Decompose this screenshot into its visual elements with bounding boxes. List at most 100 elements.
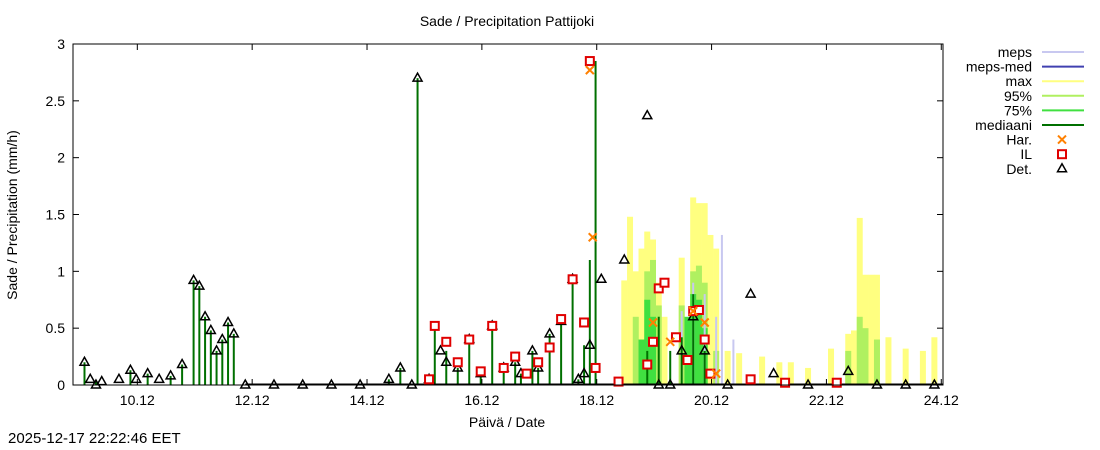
plot-background	[73, 44, 943, 385]
bar-75%	[695, 299, 702, 385]
y-tick-label: 2.5	[46, 93, 66, 109]
det-point	[354, 378, 366, 389]
bar-max	[850, 330, 857, 385]
y-tick-label: 3	[57, 36, 65, 52]
legend-label: Har.	[1006, 132, 1032, 148]
det-point	[124, 363, 137, 374]
legend-label: meps	[998, 44, 1032, 60]
det-point	[440, 355, 453, 367]
har-point	[587, 232, 598, 242]
bar-meps	[715, 316, 718, 385]
har-point	[688, 306, 698, 316]
det-point	[268, 378, 280, 389]
det-point	[406, 378, 418, 389]
det-point	[199, 310, 211, 321]
axes: 0 0.5 1 1.5 2 2.5 3 10.12 12.12 14.12 16.12 18.12 20…	[46, 36, 959, 408]
il-point	[653, 283, 664, 294]
il-point	[579, 317, 590, 328]
det-point	[394, 361, 407, 372]
det-point	[164, 369, 177, 380]
det-point	[411, 71, 424, 82]
il-point	[567, 274, 578, 285]
legend-label: max	[1006, 73, 1032, 89]
det-point	[842, 364, 855, 376]
il-point	[544, 342, 555, 353]
har-point	[648, 317, 658, 328]
det-point	[130, 372, 142, 384]
har-point	[665, 337, 675, 347]
cross-stroke	[1057, 134, 1067, 145]
il-point	[510, 351, 521, 362]
il-point	[780, 377, 791, 388]
x-axis-label: Päivä / Date	[469, 414, 545, 430]
det-point	[434, 344, 447, 355]
det-point	[871, 378, 883, 389]
bar-max	[638, 248, 645, 385]
legend-label: 95%	[1004, 88, 1032, 104]
det-point	[641, 109, 654, 120]
det-point	[928, 378, 941, 389]
bar-meps	[720, 234, 723, 385]
y-tick-label: 1.5	[46, 207, 66, 223]
il-point	[705, 368, 716, 379]
il-point	[475, 366, 486, 377]
det-point	[383, 372, 395, 384]
bar-75%	[638, 339, 645, 385]
det-point	[744, 287, 757, 298]
cross-stroke	[665, 337, 675, 347]
il-point	[533, 357, 544, 368]
det-point	[698, 344, 711, 355]
det-point	[296, 378, 309, 389]
det-point	[652, 378, 665, 389]
il-point	[441, 336, 452, 347]
il-point	[556, 314, 567, 325]
det-point	[325, 378, 338, 389]
bar-max	[724, 350, 731, 385]
x-tick-label: 10.12	[120, 392, 155, 408]
il-point	[659, 277, 670, 288]
det-point	[526, 344, 539, 355]
bar-max	[873, 274, 880, 385]
il-point	[682, 354, 693, 365]
bar-max	[902, 348, 909, 385]
plot-area	[73, 44, 943, 385]
il-point	[464, 334, 475, 345]
il-point	[613, 376, 624, 387]
bar-max	[661, 316, 668, 385]
bar-95%	[873, 339, 880, 385]
bar-max	[931, 337, 938, 385]
det-point	[721, 378, 734, 389]
cross-stroke	[699, 317, 710, 328]
bar-max	[707, 234, 714, 385]
il-point	[452, 357, 463, 368]
cross-stroke	[587, 232, 598, 242]
legend-label: mediaani	[975, 117, 1032, 133]
det-point	[578, 367, 590, 378]
legend-label: Det.	[1006, 161, 1032, 177]
y-tick-label: 0	[57, 377, 65, 393]
det-point	[228, 327, 240, 338]
x-tick-label: 22.12	[809, 392, 844, 408]
bar-max	[736, 353, 743, 385]
har-point	[711, 368, 721, 379]
det-point	[113, 372, 125, 384]
il-point	[498, 362, 509, 373]
legend-label: IL	[1020, 146, 1032, 162]
il-point	[521, 368, 532, 379]
det-point	[543, 327, 556, 338]
bar-max	[885, 337, 892, 385]
bar-95%	[856, 316, 863, 385]
bar-95%	[862, 328, 869, 385]
legend-swatch	[1057, 149, 1067, 160]
det-point	[618, 253, 631, 264]
det-point	[899, 378, 912, 389]
bar-max	[919, 350, 926, 385]
y-tick-label: 2	[57, 150, 65, 166]
det-point	[84, 372, 97, 384]
x-tick-label: 12.12	[235, 392, 270, 408]
bar-75%	[644, 299, 651, 385]
il-point	[590, 362, 601, 373]
det-point	[675, 344, 688, 355]
